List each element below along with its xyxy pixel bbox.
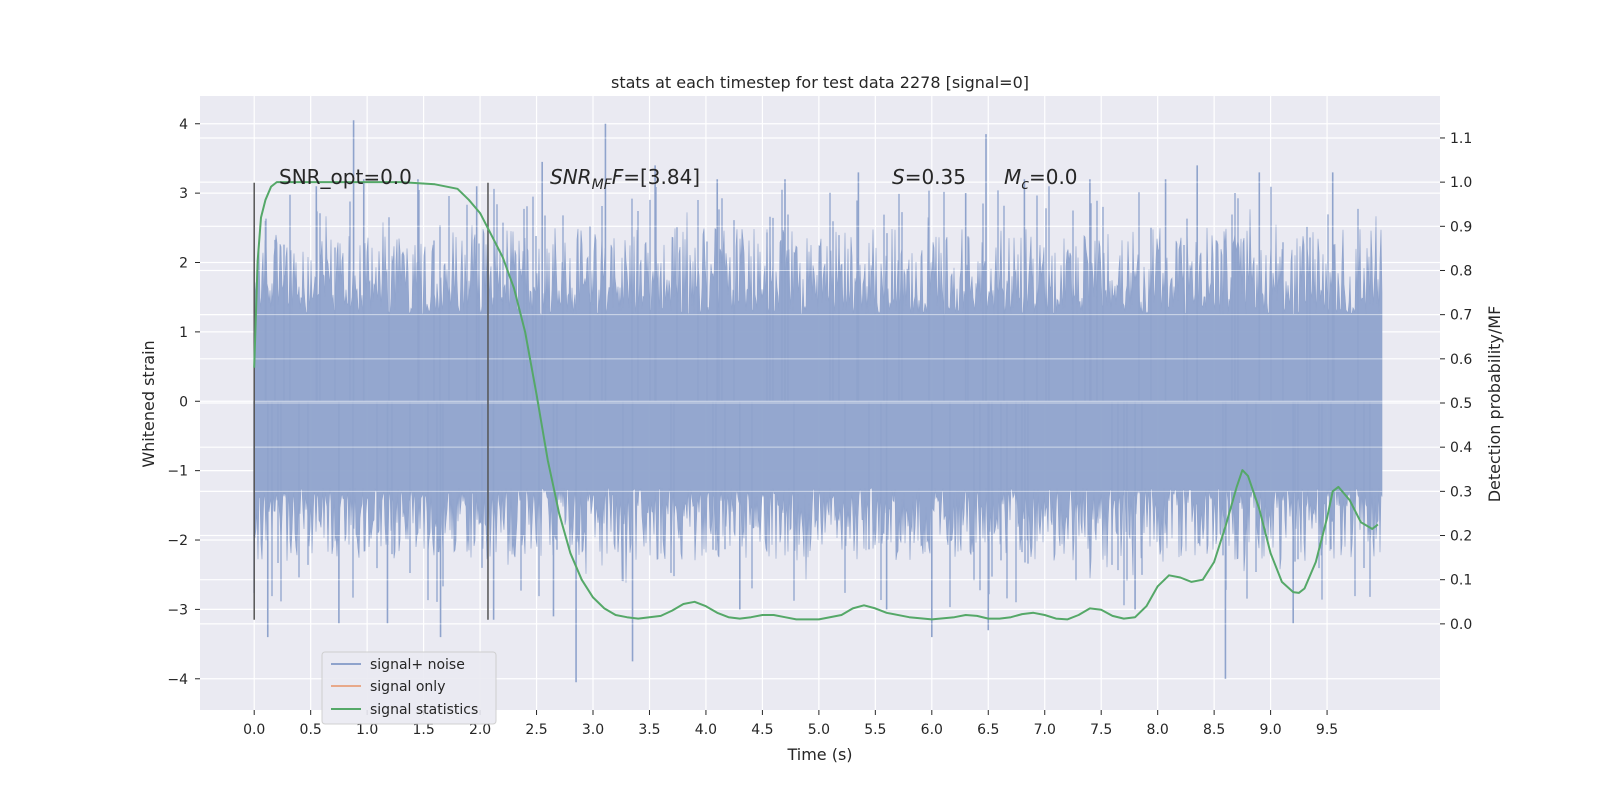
x-tick-label: 3.5	[638, 722, 660, 738]
x-tick-label: 2.0	[469, 722, 491, 738]
x-tick-label: 5.5	[864, 722, 886, 738]
y-tick-label: −4	[167, 672, 188, 688]
annotation-mc: Mc=0.0	[1004, 165, 1078, 193]
annotation-s-var: S	[892, 165, 905, 189]
y2-tick-label: 1.0	[1450, 175, 1472, 191]
legend-label-signal-only: signal only	[370, 679, 445, 695]
y2-tick-label: 0.3	[1450, 484, 1472, 500]
annotation-snr-mf-rest: =[3.84]	[623, 165, 700, 189]
y-axis-label: Whitened strain	[139, 340, 158, 467]
annotation-s-rest: =0.35	[905, 165, 966, 189]
y-tick-label: 0	[179, 394, 188, 410]
y-axis-ticks: 4 3 2 1 0 −1 −2 −3 −4	[167, 117, 200, 688]
signal-statistics-line	[253, 181, 1379, 621]
annotation-s: S=0.35	[892, 165, 966, 189]
series-signal-noise	[253, 120, 1383, 683]
annotation-mc-var: M	[1004, 165, 1021, 189]
y2-tick-label: 0.8	[1450, 263, 1472, 279]
x-tick-label: 7.5	[1090, 722, 1112, 738]
x-tick-label: 4.0	[695, 722, 717, 738]
annotation-snr-mf-value: F	[612, 165, 624, 189]
y-tick-label: 4	[179, 117, 188, 133]
x-tick-label: 1.0	[356, 722, 378, 738]
x-tick-label: 7.0	[1034, 722, 1056, 738]
annotations: SNR_opt=0.0 SNRMFF=[3.84] S=0.35 Mc=0.0	[279, 165, 1078, 193]
x-tick-label: 6.0	[921, 722, 943, 738]
x-tick-label: 6.5	[977, 722, 999, 738]
x-tick-label: 0.0	[243, 722, 265, 738]
x-tick-label: 9.5	[1316, 722, 1338, 738]
annotation-snr-mf-sub: MF	[592, 177, 613, 193]
y2-axis-label: Detection probability/MF	[1485, 306, 1504, 503]
y2-tick-label: 0.9	[1450, 219, 1472, 235]
legend-label-signal-noise: signal+ noise	[370, 657, 465, 673]
vertical-markers	[253, 182, 489, 620]
y2-tick-label: 1.1	[1450, 131, 1472, 147]
y2-tick-label: 0.6	[1450, 352, 1472, 368]
x-tick-label: 4.5	[751, 722, 773, 738]
legend: signal+ noise signal only signal statist…	[321, 651, 497, 725]
y2-tick-label: 0.0	[1450, 617, 1472, 633]
chart-title: stats at each timestep for test data 227…	[611, 73, 1029, 92]
x-tick-label: 5.0	[808, 722, 830, 738]
x-tick-label: 8.0	[1147, 722, 1169, 738]
x-tick-label: 1.5	[412, 722, 434, 738]
y-tick-label: 2	[179, 256, 188, 272]
x-axis-label: Time (s)	[786, 745, 852, 764]
annotation-snr-mf-var: SNR	[550, 165, 592, 189]
annotation-mc-rest: =0.0	[1029, 165, 1078, 189]
y2-tick-label: 0.1	[1450, 573, 1472, 589]
y-tick-label: 3	[179, 186, 188, 202]
series-signal-statistics	[253, 181, 1379, 621]
x-tick-label: 0.5	[300, 722, 322, 738]
x-tick-label: 8.5	[1203, 722, 1225, 738]
annotation-snr-opt: SNR_opt=0.0	[279, 165, 412, 189]
x-tick-label: 3.0	[582, 722, 604, 738]
annotation-mc-sub: c	[1021, 177, 1029, 193]
x-axis-ticks: 0.0 0.5 1.0 1.5 2.0 2.5 3.0 3.5 4.0 4.5 5.0 5.5 6.0 6…	[243, 710, 1338, 738]
y2-tick-label: 0.7	[1450, 308, 1472, 324]
y-tick-label: 1	[179, 325, 188, 341]
y2-axis-ticks: 1.1 1.0 0.9 0.8 0.7 0.6 0.5 0.4 0.3 0.2 0.1 0.0	[1440, 131, 1472, 633]
x-tick-label: 9.0	[1259, 722, 1281, 738]
y2-tick-label: 0.2	[1450, 529, 1472, 545]
y-tick-label: −3	[167, 602, 188, 618]
y-tick-label: −2	[167, 533, 188, 549]
legend-label-signal-statistics: signal statistics	[370, 702, 478, 718]
legend-box	[321, 651, 497, 725]
x-tick-label: 2.5	[525, 722, 547, 738]
annotation-snr-mf: SNRMFF=[3.84]	[550, 165, 700, 193]
y2-tick-label: 0.4	[1450, 440, 1472, 456]
y-tick-label: −1	[167, 464, 188, 480]
y2-tick-label: 0.5	[1450, 396, 1472, 412]
